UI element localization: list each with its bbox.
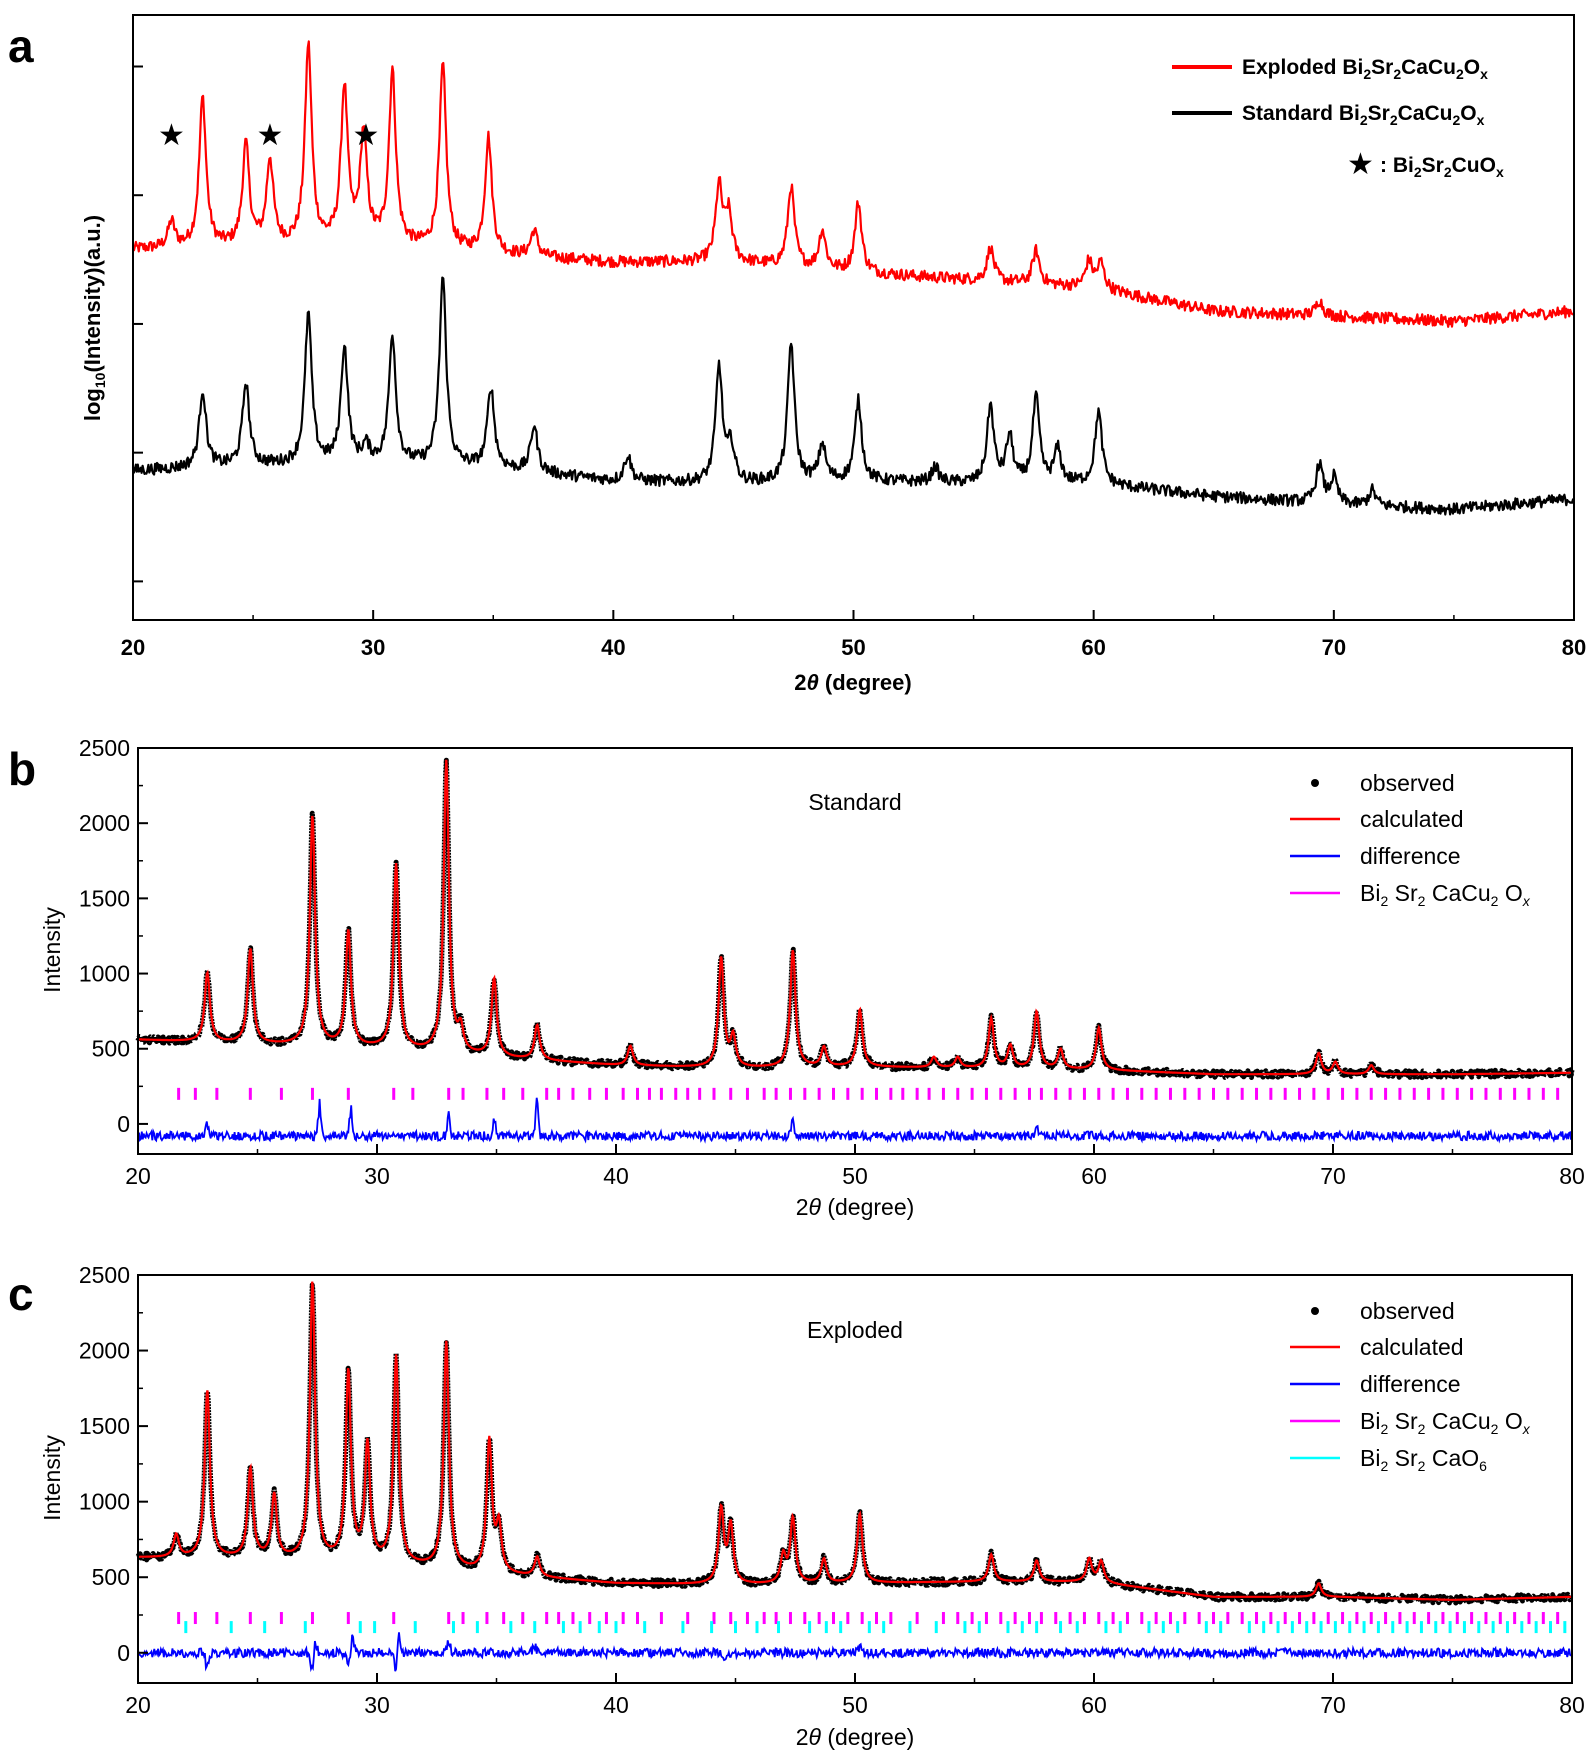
- legend-c-observed-marker: [1311, 1307, 1319, 1315]
- panel-b-y-tick-label: 0: [117, 1111, 130, 1137]
- panel-a-x-tick-label: 20: [121, 635, 145, 660]
- legend-a-standard-label: Standard Bi2Sr2CaCu2Ox: [1242, 102, 1485, 128]
- panel-c-x-ticks: 20 30 40 50 60 70 80: [125, 1673, 1585, 1718]
- panel-c-difference-line: [137, 1632, 1573, 1673]
- panel-c-x-tick-label: 50: [842, 1692, 868, 1718]
- panel-c-y-tick-label: 0: [117, 1640, 130, 1666]
- panel-c-x-tick-label: 80: [1559, 1692, 1585, 1718]
- panel-c-legend: observed calculated difference Bi2 Sr2 C…: [1290, 1298, 1531, 1474]
- panel-b-calculated-line: [137, 759, 1572, 1076]
- legend-a-star-label: : Bi2Sr2CuOx: [1380, 154, 1504, 180]
- legend-c-calculated-label: calculated: [1360, 1334, 1464, 1360]
- panel-c-y-tick-label: 2500: [79, 1262, 130, 1288]
- legend-c-phase2-label: Bi2 Sr2 CaO6: [1360, 1445, 1487, 1474]
- panel-a-chart: ★ ★ ★ 20 30 40 50 60 70 80 2θ (degree) log10(Int…: [80, 14, 1586, 695]
- panel-a-star-marker-2: ★: [256, 119, 283, 152]
- legend-b-phase1-label: Bi2 Sr2 CaCu2 Ox: [1360, 880, 1531, 909]
- panel-c-x-tick-label: 20: [125, 1692, 151, 1718]
- panel-a-x-tick-label: 70: [1322, 635, 1346, 660]
- panel-b-y-tick-label: 1500: [79, 885, 130, 911]
- legend-c-observed-label: observed: [1360, 1298, 1455, 1324]
- panel-a-x-ticks: 20 30 40 50 60 70 80: [121, 610, 1586, 660]
- panel-c-x-tick-label: 70: [1320, 1692, 1346, 1718]
- panel-b-x-tick-label: 80: [1559, 1163, 1585, 1189]
- panel-a-star-markers: ★ ★ ★: [158, 119, 379, 152]
- panel-c-y-tick-label: 1000: [79, 1489, 130, 1515]
- legend-b-observed-label: observed: [1360, 770, 1455, 796]
- panel-a-star-marker-1: ★: [158, 119, 185, 152]
- panel-b-chart: 20 30 40 50 60 70 80 0 500 1000 1500 2000 2500 2θ (…: [39, 735, 1585, 1220]
- panel-a-y-axis-label: log10(Intensity)(a.u.): [80, 215, 108, 421]
- panel-a-x-tick-label: 80: [1562, 635, 1586, 660]
- legend-a-star-icon: ★: [1347, 148, 1374, 181]
- legend-b-observed-marker: [1311, 779, 1319, 787]
- panel-c-y-tick-label: 500: [92, 1564, 130, 1590]
- panel-c-x-axis-label: 2θ (degree): [796, 1724, 915, 1750]
- panel-b-x-tick-label: 30: [364, 1163, 390, 1189]
- panel-b-y-tick-label: 1000: [79, 961, 130, 987]
- panel-c-y-tick-label: 2000: [79, 1338, 130, 1364]
- panel-c-plot-area: [135, 1281, 1574, 1673]
- panel-c-y-axis-label: Intensity: [39, 1435, 65, 1521]
- panel-b-y-tick-label: 2000: [79, 810, 130, 836]
- panel-c-annotation: Exploded: [807, 1317, 903, 1343]
- panel-a-legend: Exploded Bi2Sr2CaCu2Ox Standard Bi2Sr2Ca…: [1172, 56, 1504, 181]
- panel-letter-b: b: [8, 743, 36, 795]
- panel-b-x-tick-label: 50: [842, 1163, 868, 1189]
- legend-b-calculated-label: calculated: [1360, 806, 1464, 832]
- panel-b-x-ticks: 20 30 40 50 60 70 80: [125, 1144, 1585, 1189]
- panel-c-chart: 20 30 40 50 60 70 80 0 500 1000 1500 2000 2500 2θ (…: [39, 1262, 1585, 1750]
- panel-b-legend: observed calculated difference Bi2 Sr2 C…: [1290, 770, 1531, 909]
- panel-b-x-tick-label: 70: [1320, 1163, 1346, 1189]
- legend-c-phase1-label: Bi2 Sr2 CaCu2 Ox: [1360, 1408, 1531, 1437]
- panel-c-x-tick-label: 30: [364, 1692, 390, 1718]
- panel-letter-a: a: [8, 20, 34, 72]
- panel-b-y-tick-label: 500: [92, 1036, 130, 1062]
- panel-c-x-tick-label: 60: [1081, 1692, 1107, 1718]
- panel-b-y-ticks: 0 500 1000 1500 2000 2500: [79, 735, 148, 1137]
- panel-a-star-marker-3: ★: [353, 119, 380, 152]
- panel-b-difference-line: [137, 1097, 1573, 1144]
- legend-b-difference-label: difference: [1360, 843, 1461, 869]
- panel-c-y-tick-label: 1500: [79, 1413, 130, 1439]
- panel-a-x-axis-label: 2θ (degree): [794, 670, 911, 695]
- panel-b-plot-area: [135, 757, 1575, 1144]
- panel-b-x-axis-label: 2θ (degree): [796, 1194, 915, 1220]
- panel-c-y-ticks: 0 500 1000 1500 2000 2500: [79, 1262, 148, 1666]
- panel-b-y-axis-label: Intensity: [39, 907, 65, 993]
- panel-a-y-ticks: [133, 65, 143, 583]
- panel-c-x-tick-label: 40: [603, 1692, 629, 1718]
- panel-a-x-tick-label: 60: [1081, 635, 1105, 660]
- panel-b-x-tick-label: 40: [603, 1163, 629, 1189]
- panel-b-y-tick-label: 2500: [79, 735, 130, 761]
- panel-b-x-tick-label: 60: [1081, 1163, 1107, 1189]
- panel-letter-c: c: [8, 1268, 34, 1320]
- panel-a-x-tick-label: 30: [361, 635, 385, 660]
- panel-b-annotation: Standard: [808, 789, 901, 815]
- legend-c-difference-label: difference: [1360, 1371, 1461, 1397]
- panel-a-series: [131, 40, 1576, 516]
- panel-a-x-tick-label: 40: [601, 635, 625, 660]
- panel-a-x-tick-label: 50: [841, 635, 865, 660]
- panel-b-x-tick-label: 20: [125, 1163, 151, 1189]
- panel-c-calculated-line: [138, 1281, 1573, 1602]
- legend-a-exploded-label: Exploded Bi2Sr2CaCu2Ox: [1242, 56, 1488, 82]
- panel-a-series-standard-line: [131, 276, 1576, 516]
- panel-a-series-exploded-line: [131, 40, 1575, 328]
